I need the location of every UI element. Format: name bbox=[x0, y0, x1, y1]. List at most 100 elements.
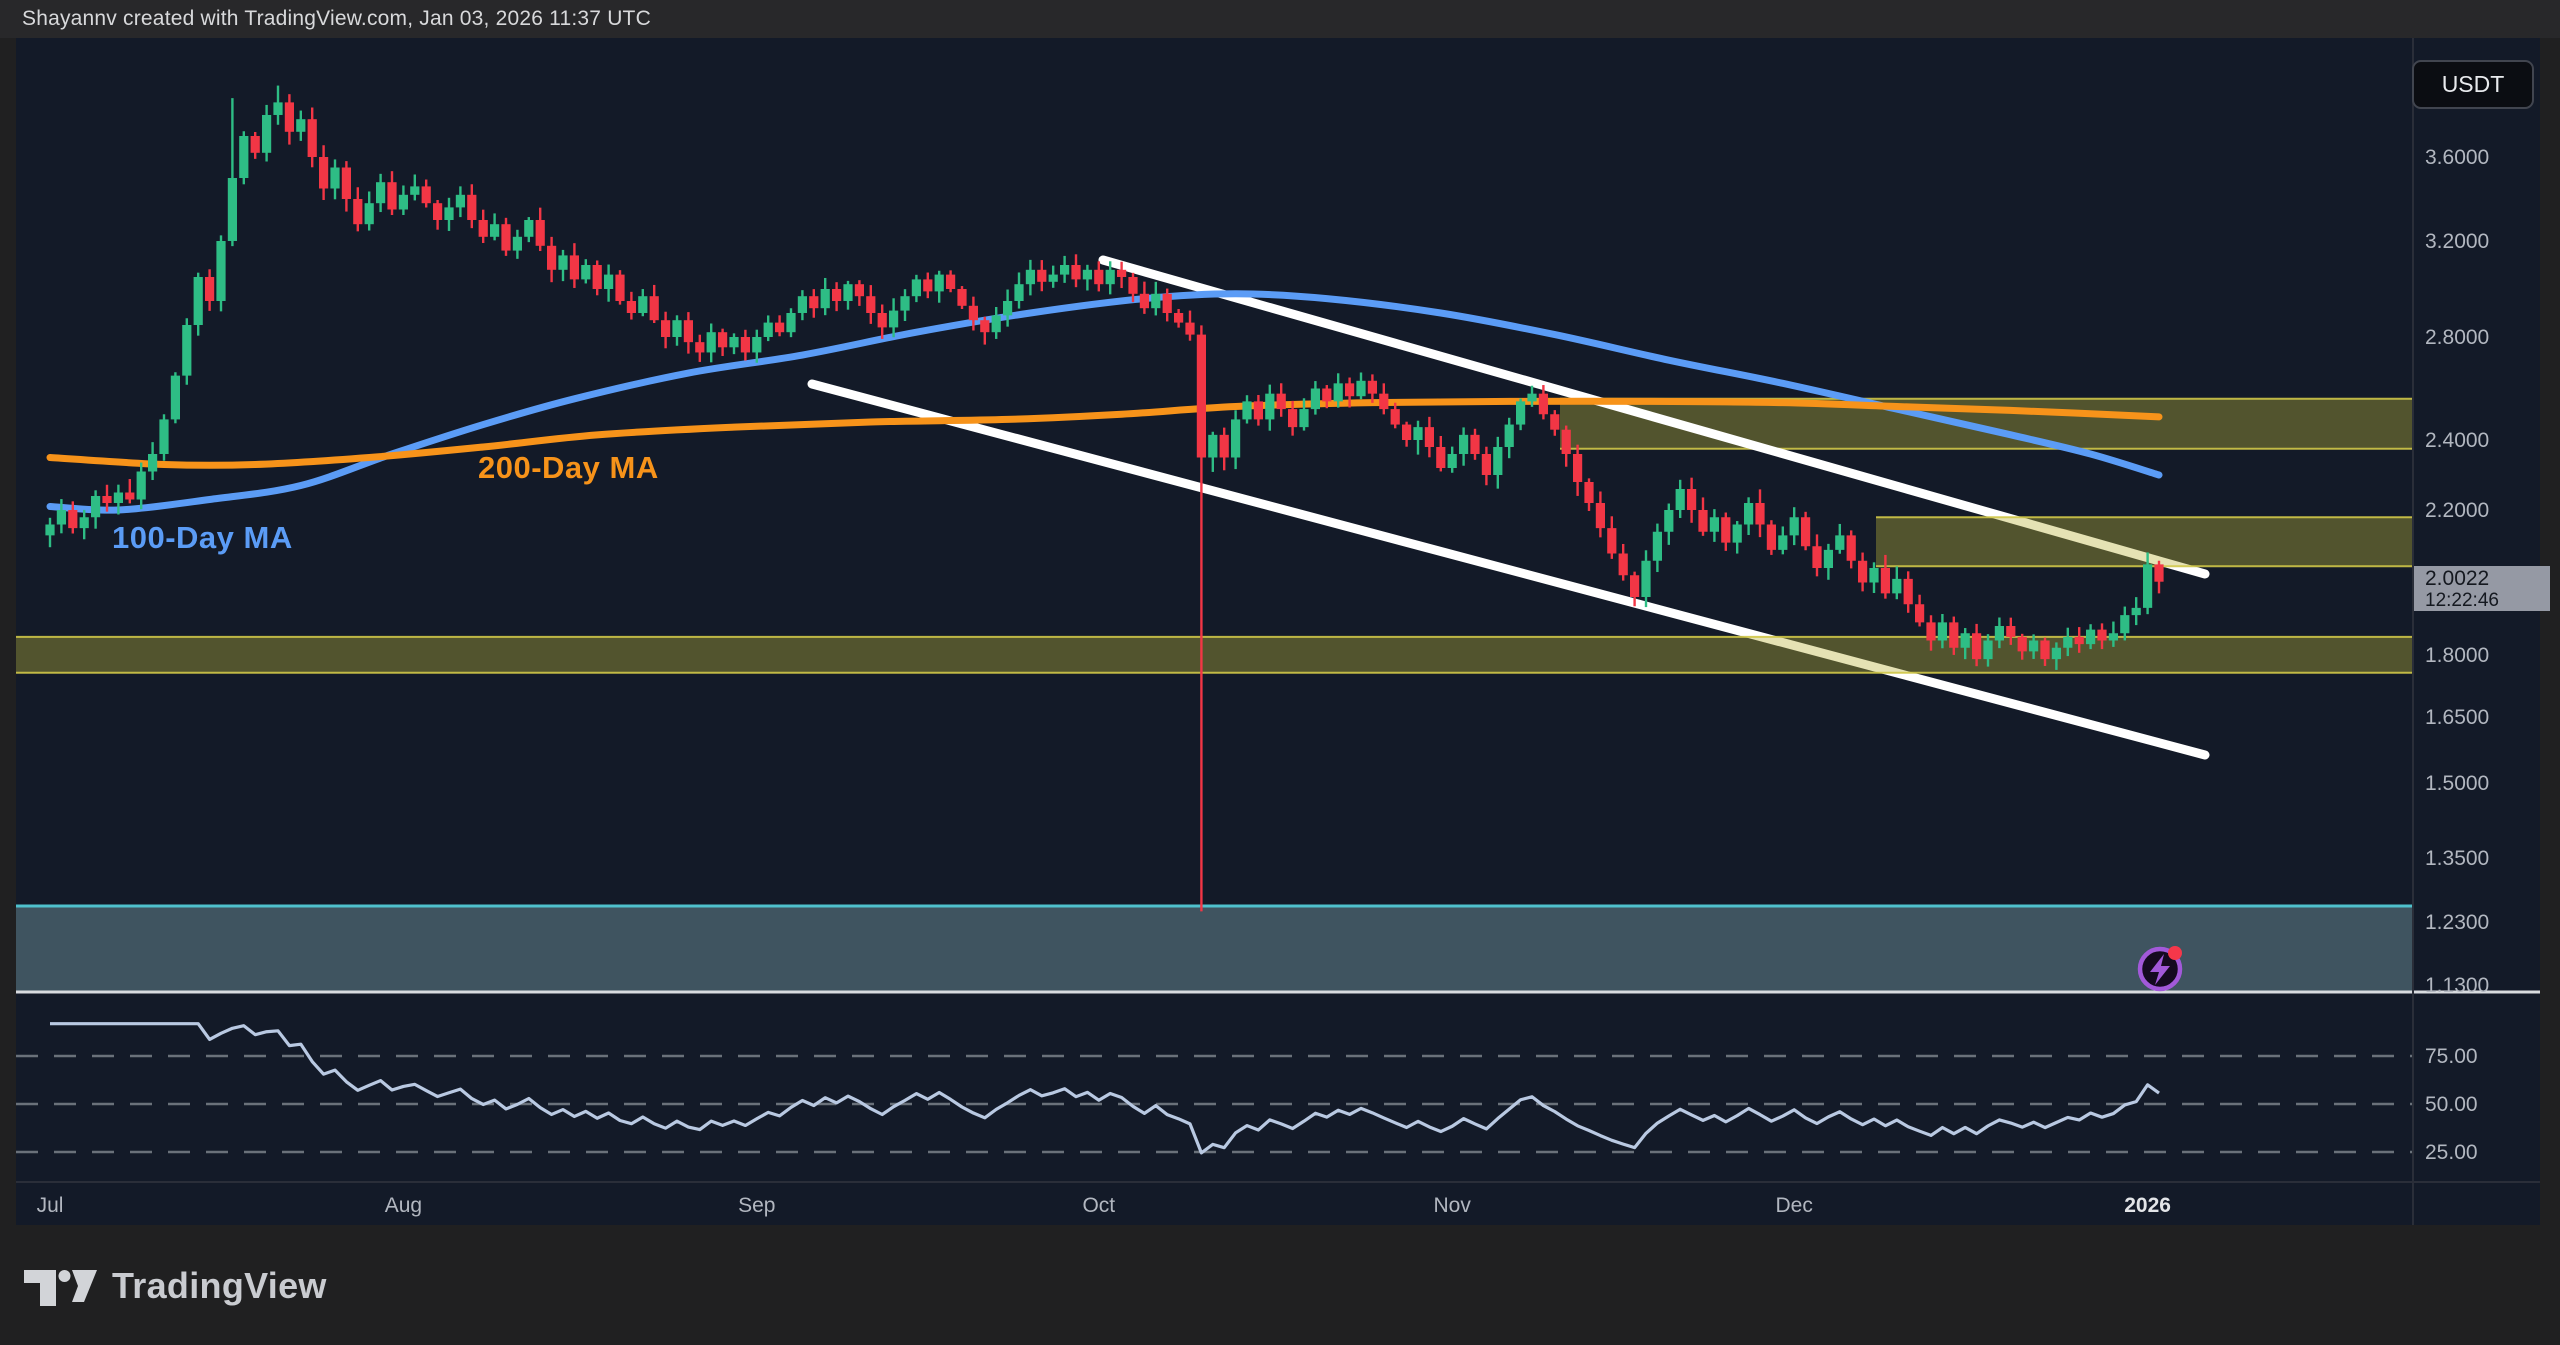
rsi-line bbox=[50, 1022, 2160, 1155]
candle-body bbox=[1516, 401, 1526, 425]
attribution-bar: Shayannv created with TradingView.com, J… bbox=[0, 0, 2560, 38]
candle-body bbox=[569, 255, 579, 280]
candle-body bbox=[718, 332, 728, 348]
price-tick-label: 2.2000 bbox=[2425, 499, 2489, 522]
candle-body bbox=[1880, 568, 1890, 594]
candle-body bbox=[478, 220, 488, 237]
rsi-pane bbox=[16, 1022, 2413, 1155]
candle-body bbox=[193, 277, 203, 325]
ma-100-line bbox=[46, 290, 2163, 514]
bar-countdown: 12:22:46 bbox=[2425, 589, 2499, 611]
candle-body bbox=[524, 220, 534, 237]
candle-body bbox=[1698, 510, 1708, 532]
price-tick-label: 2.8000 bbox=[2425, 326, 2489, 349]
candle-body bbox=[1242, 401, 1252, 420]
time-tick-label-Jul: Jul bbox=[37, 1194, 64, 1217]
candle-body bbox=[1721, 517, 1731, 543]
candle-body bbox=[1025, 269, 1035, 285]
candle-body bbox=[592, 265, 602, 289]
candle-body bbox=[1641, 560, 1651, 597]
candle-body bbox=[1356, 380, 1366, 397]
candle-body bbox=[547, 245, 557, 270]
candle-body bbox=[1858, 560, 1868, 583]
price-chart-canvas[interactable]: 3.6000 3.2000 2.8000 2.4000 2.2000 1.8000 1.65… bbox=[16, 38, 2540, 1225]
candle-body bbox=[2143, 564, 2153, 608]
candle-body bbox=[1869, 568, 1879, 583]
candle-body bbox=[661, 320, 671, 337]
tradingview-logo-icon bbox=[24, 1270, 97, 1306]
candle-body bbox=[1139, 293, 1149, 309]
candle-body bbox=[1687, 489, 1697, 510]
candle-body bbox=[216, 241, 226, 301]
candle-body bbox=[763, 322, 773, 337]
candle-body bbox=[854, 284, 864, 297]
time-tick-label-Oct: Oct bbox=[1082, 1194, 1115, 1217]
candle-body bbox=[1903, 578, 1913, 605]
candle-body bbox=[626, 301, 636, 313]
candle-body bbox=[832, 289, 842, 301]
support-zone-1.80-fill bbox=[16, 636, 2413, 673]
candle-body bbox=[45, 524, 55, 536]
candle-body bbox=[1835, 535, 1845, 550]
candle-body bbox=[729, 337, 739, 348]
candle-body bbox=[1595, 503, 1605, 529]
candle-body bbox=[1048, 274, 1058, 282]
tradingview-footer: TradingView bbox=[22, 1264, 327, 1308]
candle-body bbox=[1162, 293, 1172, 313]
last-price-value: 2.0022 bbox=[2425, 566, 2490, 590]
quote-currency-badge: USDT bbox=[2412, 60, 2534, 109]
candle-body bbox=[182, 325, 192, 376]
candle-body bbox=[1892, 578, 1902, 594]
candle-body bbox=[1766, 524, 1776, 550]
candle-body bbox=[877, 313, 887, 328]
candle-body bbox=[786, 313, 796, 333]
candle-body bbox=[91, 496, 101, 518]
candle-body bbox=[1060, 265, 1070, 275]
time-tick-label-Sep: Sep bbox=[738, 1194, 775, 1217]
candle-body bbox=[1607, 528, 1617, 554]
support-zone-1.80 bbox=[16, 635, 2413, 674]
candle-body bbox=[1801, 517, 1811, 547]
candle-body bbox=[923, 279, 933, 292]
tradingview-wordmark: TradingView bbox=[112, 1265, 327, 1306]
candle-body bbox=[752, 337, 762, 353]
time-axis[interactable] bbox=[16, 1182, 2413, 1225]
ma-200-line bbox=[46, 397, 2163, 469]
candle-body bbox=[900, 296, 910, 311]
candle-body bbox=[512, 236, 522, 251]
candle-body bbox=[1333, 383, 1343, 402]
candle-body bbox=[1082, 269, 1092, 280]
candle-body bbox=[1527, 393, 1537, 402]
candle-body bbox=[1994, 626, 2004, 641]
candle-body bbox=[1288, 409, 1298, 428]
price-tick-label: 2.4000 bbox=[2425, 429, 2489, 452]
candle-body bbox=[1379, 393, 1389, 410]
candle-body bbox=[205, 277, 215, 301]
candle-body bbox=[319, 157, 329, 189]
candle-body bbox=[1071, 265, 1081, 280]
candle-body bbox=[2131, 607, 2141, 616]
candle-body bbox=[1732, 524, 1742, 543]
candle-body bbox=[170, 375, 180, 420]
candle-body bbox=[56, 510, 66, 525]
candle-body bbox=[1744, 503, 1754, 525]
candle-body bbox=[398, 194, 408, 210]
candle-body bbox=[638, 296, 648, 313]
candle-body bbox=[1185, 322, 1195, 335]
candle-body bbox=[2074, 636, 2084, 645]
candle-body bbox=[1960, 633, 1970, 648]
candle-body bbox=[113, 492, 123, 503]
candle-body bbox=[376, 182, 386, 204]
time-tick-label-Aug: Aug bbox=[385, 1194, 422, 1217]
rsi-tick-label: 25.00 bbox=[2425, 1141, 2478, 1164]
chart-source-icon bbox=[2137, 946, 2183, 992]
candle-body bbox=[1014, 284, 1024, 301]
price-tick-label: 1.8000 bbox=[2425, 644, 2489, 667]
candle-body bbox=[946, 274, 956, 289]
candle-body bbox=[2017, 636, 2027, 652]
candle-body bbox=[1561, 429, 1571, 454]
candle-body bbox=[1812, 546, 1822, 568]
rsi-tick-label: 75.00 bbox=[2425, 1045, 2478, 1068]
time-tick-label-2026: 2026 bbox=[2124, 1194, 2171, 1217]
candle-body bbox=[1322, 388, 1332, 402]
